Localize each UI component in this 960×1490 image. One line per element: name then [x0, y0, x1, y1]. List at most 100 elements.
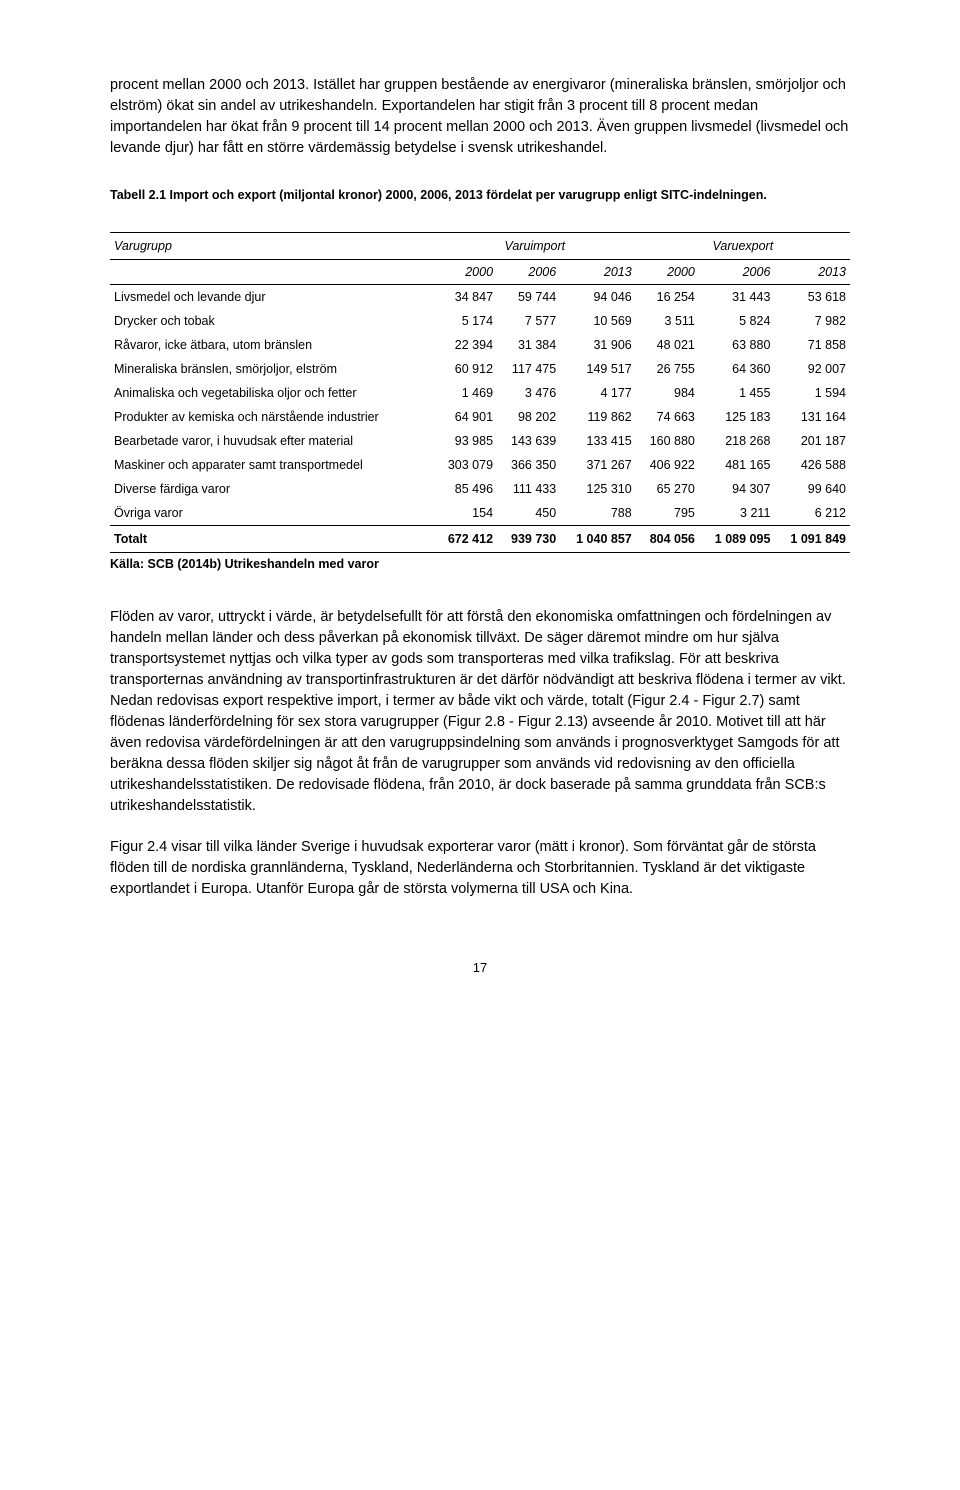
col-import-header: Varuimport [434, 233, 636, 260]
row-label: Totalt [110, 526, 434, 553]
cell-value: 53 618 [774, 285, 850, 310]
cell-value: 371 267 [560, 453, 636, 477]
cell-value: 788 [560, 501, 636, 526]
cell-value: 60 912 [434, 357, 497, 381]
col-group-label: Varugrupp [110, 233, 434, 260]
cell-value: 65 270 [636, 477, 699, 501]
cell-value: 59 744 [497, 285, 560, 310]
cell-value: 92 007 [774, 357, 850, 381]
table-caption: Tabell 2.1 Import och export (miljontal … [110, 187, 850, 205]
cell-value: 160 880 [636, 429, 699, 453]
year-col: 2006 [497, 260, 560, 285]
cell-value: 5 824 [699, 309, 775, 333]
year-col: 2006 [699, 260, 775, 285]
cell-value: 1 091 849 [774, 526, 850, 553]
table-row: Övriga varor1544507887953 2116 212 [110, 501, 850, 526]
table-row: Bearbetade varor, i huvudsak efter mater… [110, 429, 850, 453]
cell-value: 85 496 [434, 477, 497, 501]
cell-value: 1 089 095 [699, 526, 775, 553]
cell-value: 7 982 [774, 309, 850, 333]
year-col: 2013 [774, 260, 850, 285]
row-label: Animaliska och vegetabiliska oljor och f… [110, 381, 434, 405]
cell-value: 5 174 [434, 309, 497, 333]
table-row: Maskiner och apparater samt transportmed… [110, 453, 850, 477]
cell-value: 119 862 [560, 405, 636, 429]
table-row: Mineraliska bränslen, smörjoljor, elströ… [110, 357, 850, 381]
cell-value: 201 187 [774, 429, 850, 453]
row-label: Maskiner och apparater samt transportmed… [110, 453, 434, 477]
table-row: Produkter av kemiska och närstående indu… [110, 405, 850, 429]
table-row-total: Totalt672 412939 7301 040 857804 0561 08… [110, 526, 850, 553]
paragraph-3: Figur 2.4 visar till vilka länder Sverig… [110, 837, 850, 900]
cell-value: 34 847 [434, 285, 497, 310]
cell-value: 131 164 [774, 405, 850, 429]
cell-value: 804 056 [636, 526, 699, 553]
paragraph-1: procent mellan 2000 och 2013. Istället h… [110, 75, 850, 159]
cell-value: 1 594 [774, 381, 850, 405]
cell-value: 303 079 [434, 453, 497, 477]
cell-value: 406 922 [636, 453, 699, 477]
cell-value: 93 985 [434, 429, 497, 453]
table-row: Drycker och tobak5 1747 57710 5693 5115 … [110, 309, 850, 333]
cell-value: 3 476 [497, 381, 560, 405]
cell-value: 450 [497, 501, 560, 526]
cell-value: 63 880 [699, 333, 775, 357]
cell-value: 366 350 [497, 453, 560, 477]
cell-value: 31 906 [560, 333, 636, 357]
cell-value: 6 212 [774, 501, 850, 526]
cell-value: 26 755 [636, 357, 699, 381]
cell-value: 31 443 [699, 285, 775, 310]
cell-value: 218 268 [699, 429, 775, 453]
cell-value: 74 663 [636, 405, 699, 429]
cell-value: 64 360 [699, 357, 775, 381]
cell-value: 154 [434, 501, 497, 526]
table-source: Källa: SCB (2014b) Utrikeshandeln med va… [110, 557, 850, 571]
cell-value: 3 511 [636, 309, 699, 333]
row-label: Diverse färdiga varor [110, 477, 434, 501]
cell-value: 31 384 [497, 333, 560, 357]
row-label: Råvaror, icke ätbara, utom bränslen [110, 333, 434, 357]
cell-value: 143 639 [497, 429, 560, 453]
cell-value: 795 [636, 501, 699, 526]
cell-value: 4 177 [560, 381, 636, 405]
row-label: Livsmedel och levande djur [110, 285, 434, 310]
cell-value: 98 202 [497, 405, 560, 429]
cell-value: 426 588 [774, 453, 850, 477]
cell-value: 133 415 [560, 429, 636, 453]
year-col: 2013 [560, 260, 636, 285]
cell-value: 1 469 [434, 381, 497, 405]
cell-value: 939 730 [497, 526, 560, 553]
cell-value: 3 211 [699, 501, 775, 526]
cell-value: 22 394 [434, 333, 497, 357]
year-col: 2000 [636, 260, 699, 285]
cell-value: 149 517 [560, 357, 636, 381]
cell-value: 48 021 [636, 333, 699, 357]
cell-value: 984 [636, 381, 699, 405]
cell-value: 16 254 [636, 285, 699, 310]
table-row: Diverse färdiga varor85 496111 433125 31… [110, 477, 850, 501]
row-label: Övriga varor [110, 501, 434, 526]
row-label: Produkter av kemiska och närstående indu… [110, 405, 434, 429]
cell-value: 64 901 [434, 405, 497, 429]
page-number: 17 [110, 960, 850, 975]
data-table: Varugrupp Varuimport Varuexport 2000 200… [110, 232, 850, 553]
row-label: Drycker och tobak [110, 309, 434, 333]
table-row: Animaliska och vegetabiliska oljor och f… [110, 381, 850, 405]
table-row: Livsmedel och levande djur34 84759 74494… [110, 285, 850, 310]
cell-value: 1 040 857 [560, 526, 636, 553]
cell-value: 125 310 [560, 477, 636, 501]
year-col: 2000 [434, 260, 497, 285]
cell-value: 481 165 [699, 453, 775, 477]
row-label: Mineraliska bränslen, smörjoljor, elströ… [110, 357, 434, 381]
col-export-header: Varuexport [636, 233, 850, 260]
cell-value: 7 577 [497, 309, 560, 333]
cell-value: 111 433 [497, 477, 560, 501]
cell-value: 117 475 [497, 357, 560, 381]
cell-value: 1 455 [699, 381, 775, 405]
cell-value: 125 183 [699, 405, 775, 429]
row-label: Bearbetade varor, i huvudsak efter mater… [110, 429, 434, 453]
paragraph-2: Flöden av varor, uttryckt i värde, är be… [110, 607, 850, 817]
cell-value: 71 858 [774, 333, 850, 357]
cell-value: 10 569 [560, 309, 636, 333]
cell-value: 99 640 [774, 477, 850, 501]
